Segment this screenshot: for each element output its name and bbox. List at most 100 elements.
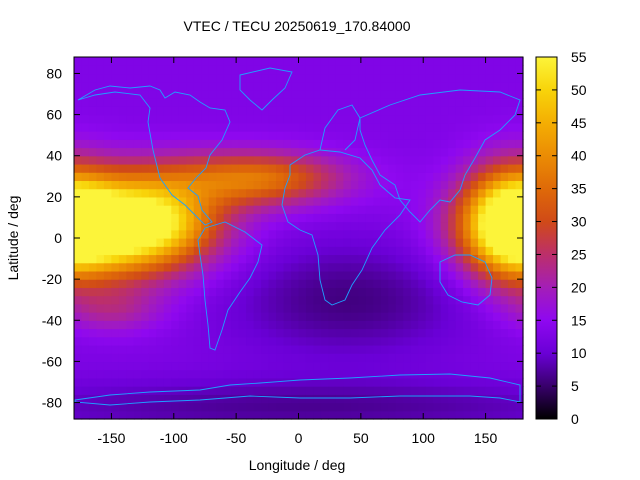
heatmap-cell	[463, 410, 472, 420]
heatmap-cell	[305, 238, 315, 247]
heatmap-cell	[463, 402, 472, 412]
heatmap-cell	[433, 279, 442, 288]
heatmap-cell	[178, 89, 187, 99]
heatmap-cell	[335, 57, 344, 66]
heatmap-cell	[418, 287, 427, 297]
heatmap-cell	[395, 89, 404, 99]
heatmap-cell	[485, 114, 494, 124]
heatmap-cell	[380, 139, 389, 149]
heatmap-cell	[313, 229, 322, 239]
heatmap-cell	[478, 410, 487, 420]
heatmap-cell	[216, 254, 225, 264]
heatmap-cell	[148, 262, 157, 272]
heatmap-cell	[283, 155, 292, 165]
heatmap-cell	[380, 394, 389, 404]
heatmap-cell	[433, 328, 442, 338]
heatmap-cell	[515, 287, 524, 297]
heatmap-cell	[118, 205, 127, 214]
heatmap-cell	[103, 89, 113, 99]
heatmap-cell	[410, 213, 419, 223]
heatmap-cell	[388, 213, 397, 223]
heatmap-cell	[403, 328, 412, 338]
heatmap-cell	[380, 410, 389, 420]
heatmap-cell	[156, 254, 165, 264]
heatmap-cell	[395, 377, 404, 387]
heatmap-cell	[425, 131, 434, 140]
heatmap-cell	[478, 196, 487, 206]
heatmap-cell	[320, 163, 330, 173]
heatmap-cell	[388, 205, 397, 214]
heatmap-cell	[485, 361, 494, 371]
heatmap-cell	[111, 270, 120, 280]
heatmap-cell	[350, 155, 359, 165]
heatmap-cell	[141, 57, 150, 66]
heatmap-cell	[193, 188, 202, 198]
heatmap-cell	[223, 254, 232, 264]
heatmap-cell	[388, 57, 397, 66]
heatmap-cell	[485, 205, 494, 214]
heatmap-cell	[201, 312, 210, 321]
colorbar-tick-label: 25	[571, 246, 587, 262]
heatmap-cell	[418, 320, 427, 330]
heatmap-cell	[88, 386, 98, 395]
heatmap-cell	[111, 139, 120, 149]
heatmap-cell	[276, 328, 285, 338]
heatmap-cell	[358, 377, 367, 387]
heatmap-cell	[478, 377, 487, 387]
heatmap-cell	[261, 320, 270, 330]
heatmap-cell	[283, 147, 292, 157]
heatmap-cell	[470, 73, 479, 83]
heatmap-cell	[141, 369, 150, 379]
heatmap-cell	[365, 57, 374, 66]
heatmap-cell	[448, 139, 457, 149]
heatmap-cell	[178, 73, 187, 83]
heatmap-cell	[305, 205, 315, 214]
heatmap-cell	[418, 57, 427, 66]
heatmap-cell	[485, 155, 494, 165]
x-tick-label: 0	[295, 430, 303, 446]
heatmap-cell	[283, 81, 292, 91]
heatmap-cell	[171, 98, 180, 107]
heatmap-cell	[253, 287, 262, 297]
heatmap-cell	[403, 336, 412, 346]
heatmap-cell	[320, 221, 330, 231]
heatmap-cell	[305, 98, 315, 107]
heatmap-cell	[365, 336, 374, 346]
heatmap-cell	[410, 353, 419, 363]
heatmap-cell	[515, 328, 524, 338]
heatmap-cell	[358, 73, 367, 83]
heatmap-cell	[246, 279, 255, 288]
heatmap-cell	[373, 163, 382, 173]
heatmap-cell	[313, 295, 322, 305]
heatmap-cell	[133, 139, 142, 149]
heatmap-cell	[410, 81, 419, 91]
heatmap-cell	[455, 163, 464, 173]
heatmap-cell	[103, 172, 113, 182]
heatmap-cell	[350, 410, 359, 420]
heatmap-cell	[253, 73, 262, 83]
heatmap-cell	[148, 361, 157, 371]
heatmap-cell	[388, 73, 397, 83]
heatmap-cell	[305, 369, 315, 379]
heatmap-cell	[500, 139, 509, 149]
heatmap-cell	[388, 312, 397, 321]
heatmap-cell	[283, 344, 292, 354]
heatmap-cell	[246, 303, 255, 313]
heatmap-cell	[395, 254, 404, 264]
heatmap-cell	[178, 180, 187, 190]
heatmap-cell	[350, 180, 359, 190]
heatmap-cell	[455, 229, 464, 239]
heatmap-cell	[485, 196, 494, 206]
heatmap-cell	[261, 196, 270, 206]
heatmap-cell	[403, 312, 412, 321]
heatmap-cell	[253, 163, 262, 173]
heatmap-cell	[81, 270, 90, 280]
heatmap-cell	[320, 287, 330, 297]
heatmap-cell	[493, 254, 502, 264]
heatmap-cell	[313, 180, 322, 190]
heatmap-cell	[493, 402, 502, 412]
heatmap-cell	[403, 57, 412, 66]
heatmap-cell	[126, 303, 135, 313]
heatmap-cell	[186, 57, 195, 66]
heatmap-cell	[395, 394, 404, 404]
